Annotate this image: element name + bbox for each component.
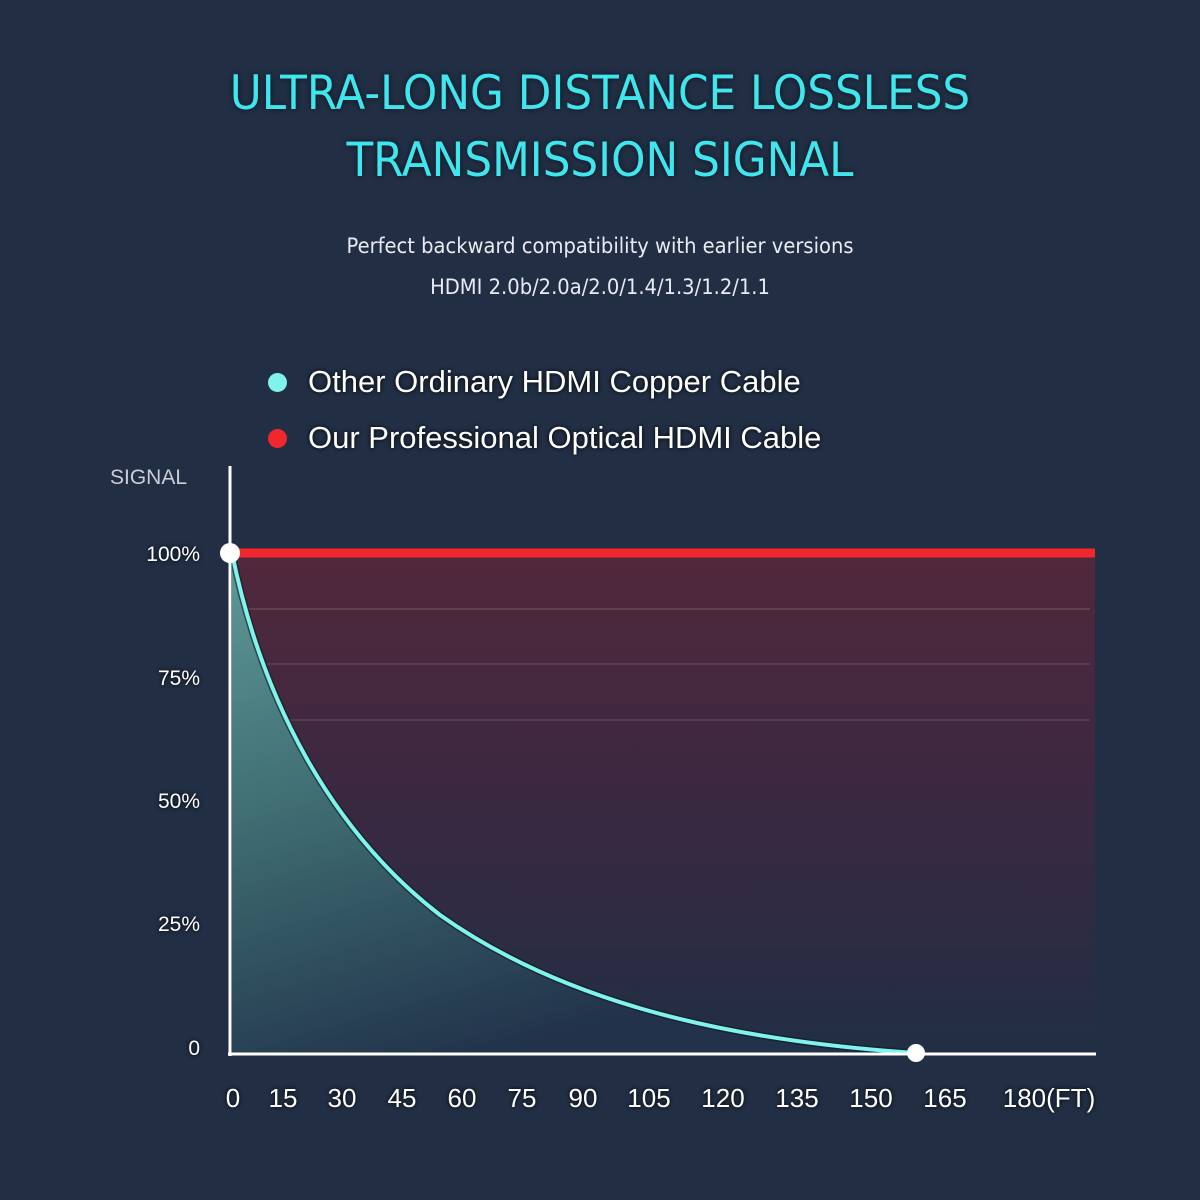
- end-point-marker: [907, 1044, 925, 1062]
- y-tick-label: 75%: [157, 667, 200, 690]
- x-tick-label: 30: [327, 1083, 357, 1113]
- legend-item-copper: Other Ordinary HDMI Copper Cable: [268, 364, 801, 400]
- x-tick-label: 180(FT): [1002, 1083, 1096, 1113]
- x-tick-label: 150: [849, 1083, 893, 1113]
- legend-dot-copper-icon: [268, 372, 287, 392]
- x-tick-label: 45: [387, 1083, 417, 1113]
- subtitle-line1: Perfect backward compatibility with earl…: [346, 234, 854, 258]
- x-tick-label: 15: [268, 1083, 298, 1113]
- legend-item-optical: Our Professional Optical HDMI Cable: [268, 420, 821, 456]
- copper-series-line: [230, 552, 917, 1055]
- y-axis-title: SIGNAL: [110, 466, 188, 489]
- x-tick-label: 60: [447, 1083, 477, 1113]
- x-tick-label: 0: [225, 1083, 241, 1113]
- y-tick-label: 25%: [157, 913, 200, 936]
- x-tick-label: 90: [568, 1083, 598, 1113]
- x-tick-label: 120: [701, 1083, 745, 1113]
- x-tick-label: 105: [627, 1083, 671, 1113]
- x-tick-label: 165: [923, 1083, 967, 1113]
- page-title-line1: ULTRA-LONG DISTANCE LOSSLESS: [229, 66, 971, 121]
- page-title-line2: TRANSMISSION SIGNAL: [346, 133, 854, 188]
- subtitle-line2: HDMI 2.0b/2.0a/2.0/1.4/1.3/1.2/1.1: [430, 275, 770, 299]
- x-tick-label: 135: [775, 1083, 819, 1113]
- legend-label-optical: Our Professional Optical HDMI Cable: [308, 420, 822, 455]
- x-tick-label: 75: [507, 1083, 537, 1113]
- copper-area-fill: [232, 553, 916, 1053]
- start-point-marker: [220, 543, 240, 563]
- y-tick-label: 100%: [146, 543, 200, 566]
- y-tick-label: 0: [188, 1037, 200, 1060]
- y-tick-label: 50%: [157, 790, 200, 813]
- legend-label-copper: Other Ordinary HDMI Copper Cable: [308, 364, 801, 399]
- legend-dot-optical-icon: [268, 428, 287, 448]
